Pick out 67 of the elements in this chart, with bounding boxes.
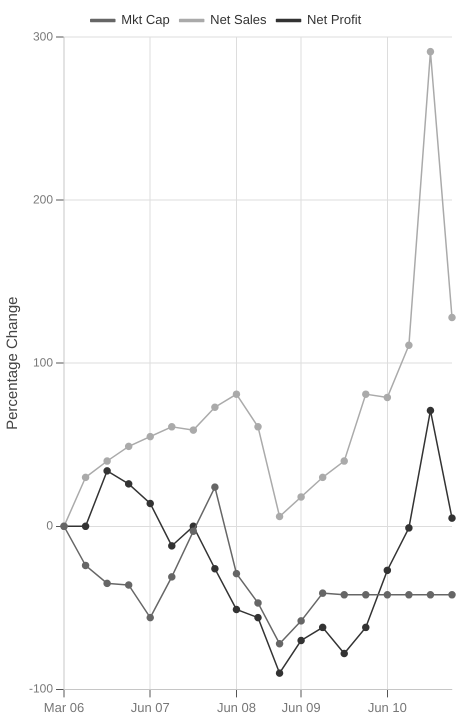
point [426, 406, 434, 414]
point [405, 591, 413, 599]
x-tick-label: Jun 07 [130, 700, 170, 715]
point [211, 403, 219, 411]
point [362, 390, 370, 398]
point [211, 564, 219, 572]
point [340, 650, 348, 658]
y-axis-title: Percentage Change [4, 296, 22, 430]
point [82, 522, 90, 530]
point [232, 570, 240, 578]
point [340, 591, 348, 599]
point [124, 480, 132, 488]
point [276, 669, 284, 677]
point [426, 48, 434, 56]
point [340, 457, 348, 465]
point [318, 624, 326, 632]
y-tick-label: 100 [32, 356, 54, 370]
x-tick-label: Mar 06 [44, 700, 84, 715]
point [168, 573, 176, 581]
point [276, 512, 284, 520]
point [103, 467, 111, 475]
point [362, 591, 370, 599]
y-tick-label: 200 [32, 192, 54, 206]
point [297, 617, 305, 625]
point [448, 514, 456, 522]
point [384, 566, 392, 574]
point [103, 457, 111, 465]
point [426, 591, 434, 599]
point [254, 599, 262, 607]
point [276, 640, 284, 648]
point [384, 394, 392, 402]
point [146, 614, 154, 622]
y-tick-label: 0 [46, 518, 54, 533]
point [82, 474, 90, 482]
legend-label: Net Profit [307, 12, 362, 28]
point [448, 314, 456, 322]
point [362, 624, 370, 632]
legend-label: Mkt Cap [121, 12, 170, 28]
point [211, 483, 219, 491]
point [146, 500, 154, 508]
point [448, 591, 456, 599]
point [124, 442, 132, 450]
point [168, 423, 176, 431]
point [254, 423, 262, 431]
point [232, 390, 240, 398]
point [384, 591, 392, 599]
point [103, 580, 111, 588]
point [297, 636, 305, 644]
point [405, 524, 413, 532]
point [318, 474, 326, 482]
y-tick-label: -100 [28, 682, 54, 696]
point [254, 614, 262, 622]
point [190, 426, 198, 434]
x-tick-label: Jun 09 [282, 700, 321, 715]
y-tick-label: 300 [32, 29, 54, 44]
point [190, 527, 198, 535]
x-tick-label: Jun 10 [368, 700, 407, 715]
point [124, 581, 132, 589]
point [146, 432, 154, 440]
point [405, 342, 413, 350]
point [318, 589, 326, 597]
point [168, 542, 176, 550]
legend-label: Net Sales [210, 12, 268, 28]
x-tick-label: Jun 08 [216, 700, 256, 715]
point [297, 493, 305, 501]
point [82, 562, 90, 570]
point [232, 606, 240, 614]
